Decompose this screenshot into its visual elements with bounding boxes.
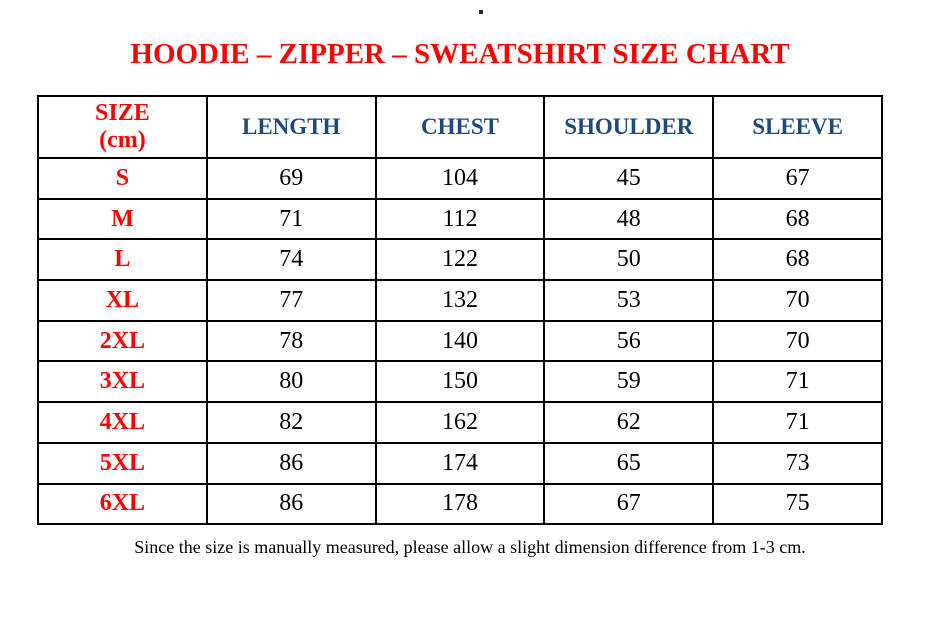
- chest-cell: 132: [374, 279, 546, 322]
- shoulder-cell: 45: [543, 157, 715, 200]
- size-header-line1: SIZE: [95, 100, 150, 127]
- sleeve-cell: 73: [712, 441, 883, 485]
- length-cell: 77: [205, 279, 377, 322]
- size-cell: 6XL: [37, 482, 208, 526]
- sleeve-cell: 68: [712, 238, 883, 282]
- size-cell: 2XL: [37, 319, 208, 363]
- length-cell: 74: [205, 238, 377, 282]
- table-row: 6XL 86 178 67 75: [37, 482, 883, 526]
- table-row: 4XL 82 162 62 71: [37, 401, 883, 444]
- footer-note: Since the size is manually measured, ple…: [134, 537, 806, 557]
- shoulder-cell: 48: [543, 197, 715, 241]
- chest-cell: 162: [374, 401, 546, 444]
- page-title: HOODIE – ZIPPER – SWEATSHIRT SIZE CHART: [130, 38, 790, 70]
- shoulder-cell: 56: [543, 319, 715, 363]
- size-cell: XL: [37, 279, 208, 322]
- table-row: 2XL 78 140 56 70: [37, 319, 883, 363]
- sleeve-cell: 71: [712, 360, 883, 404]
- size-cell: 4XL: [37, 401, 208, 444]
- sleeve-cell: 71: [712, 401, 883, 444]
- size-cell: 5XL: [37, 441, 208, 485]
- chest-cell: 174: [374, 441, 546, 485]
- sleeve-cell: 75: [712, 482, 883, 526]
- length-cell: 82: [205, 401, 377, 444]
- length-cell: 80: [205, 360, 377, 404]
- chest-cell: 150: [374, 360, 546, 404]
- table-row: XL 77 132 53 70: [37, 279, 883, 322]
- shoulder-cell: 50: [543, 238, 715, 282]
- length-cell: 71: [205, 197, 377, 241]
- length-cell: 86: [205, 441, 377, 485]
- table-row: M 71 112 48 68: [37, 197, 883, 241]
- size-cell: M: [37, 197, 208, 241]
- shoulder-cell: 67: [543, 482, 715, 526]
- header-cell-sleeve: SLEEVE: [712, 95, 883, 159]
- table-row: S 69 104 45 67: [37, 157, 883, 200]
- size-cell: S: [37, 157, 208, 200]
- table-row: 5XL 86 174 65 73: [37, 441, 883, 485]
- sleeve-cell: 70: [712, 279, 883, 322]
- chest-cell: 104: [374, 157, 546, 200]
- length-cell: 78: [205, 319, 377, 363]
- table-header-row: SIZE (cm) LENGTH CHEST SHOULDER SLEEVE: [37, 95, 883, 159]
- header-cell-size: SIZE (cm): [37, 95, 208, 159]
- size-cell: 3XL: [37, 360, 208, 404]
- table-row: L 74 122 50 68: [37, 238, 883, 282]
- shoulder-cell: 59: [543, 360, 715, 404]
- sleeve-cell: 70: [712, 319, 883, 363]
- shoulder-cell: 62: [543, 401, 715, 444]
- sleeve-cell: 67: [712, 157, 883, 200]
- length-cell: 86: [205, 482, 377, 526]
- chest-cell: 122: [374, 238, 546, 282]
- header-cell-shoulder: SHOULDER: [543, 95, 715, 159]
- chest-cell: 140: [374, 319, 546, 363]
- header-cell-length: LENGTH: [205, 95, 377, 159]
- chest-cell: 112: [374, 197, 546, 241]
- sleeve-cell: 68: [712, 197, 883, 241]
- size-cell: L: [37, 238, 208, 282]
- shoulder-cell: 65: [543, 441, 715, 485]
- header-cell-chest: CHEST: [374, 95, 546, 159]
- size-header-line2: (cm): [99, 127, 146, 153]
- artifact-dot: [479, 10, 483, 14]
- length-cell: 69: [205, 157, 377, 200]
- shoulder-cell: 53: [543, 279, 715, 322]
- chest-cell: 178: [374, 482, 546, 526]
- table-row: 3XL 80 150 59 71: [37, 360, 883, 404]
- size-chart-table: SIZE (cm) LENGTH CHEST SHOULDER SLEEVE S…: [37, 95, 883, 526]
